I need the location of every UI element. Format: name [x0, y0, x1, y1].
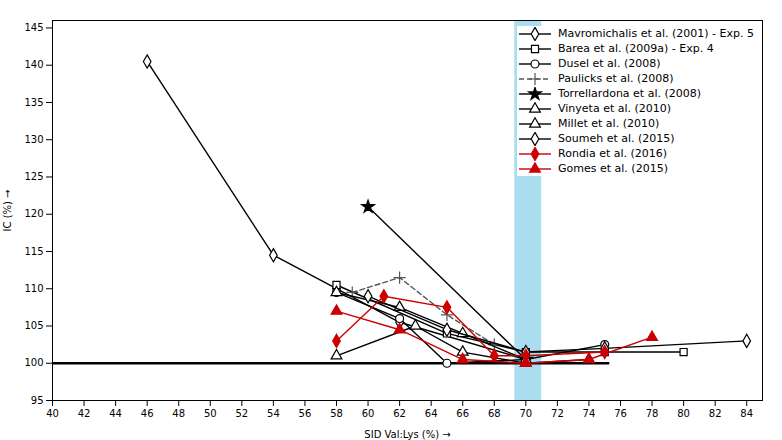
- svg-text:44: 44: [109, 408, 122, 419]
- svg-text:42: 42: [78, 408, 91, 419]
- svg-text:100: 100: [24, 357, 43, 368]
- svg-text:145: 145: [24, 22, 43, 33]
- svg-text:52: 52: [235, 408, 248, 419]
- html-text:Paulicks et al. (2008): Paulicks et al. (2008): [558, 72, 674, 85]
- svg-text:95: 95: [31, 395, 44, 406]
- svg-text:46: 46: [141, 408, 154, 419]
- html-text:Torrellardona et al. (2008): Torrellardona et al. (2008): [558, 87, 701, 100]
- svg-text:115: 115: [24, 246, 43, 257]
- svg-text:SID Val:Lys (%) →: SID Val:Lys (%) →: [364, 429, 450, 440]
- svg-text:130: 130: [24, 134, 43, 145]
- svg-text:78: 78: [646, 408, 659, 419]
- svg-text:70: 70: [519, 408, 532, 419]
- svg-text:120: 120: [24, 208, 43, 219]
- svg-text:140: 140: [24, 59, 43, 70]
- html-text:Barea et al. (2009a) - Exp. 4: Barea et al. (2009a) - Exp. 4: [558, 42, 714, 55]
- svg-text:105: 105: [24, 320, 43, 331]
- svg-text:82: 82: [709, 408, 722, 419]
- html-text:Gomes et al. (2015): Gomes et al. (2015): [558, 162, 668, 175]
- svg-text:62: 62: [393, 408, 406, 419]
- html-text:Vinyeta et al. (2010): Vinyeta et al. (2010): [558, 102, 672, 115]
- svg-text:64: 64: [425, 408, 438, 419]
- svg-text:76: 76: [614, 408, 627, 419]
- svg-text:54: 54: [267, 408, 280, 419]
- svg-text:125: 125: [24, 171, 43, 182]
- svg-text:68: 68: [488, 408, 501, 419]
- svg-text:IC (%) →: IC (%) →: [2, 190, 13, 232]
- svg-text:48: 48: [172, 408, 185, 419]
- svg-text:135: 135: [24, 97, 43, 108]
- svg-text:40: 40: [46, 408, 59, 419]
- svg-text:84: 84: [740, 408, 753, 419]
- html-text:Soumeh et al. (2015): Soumeh et al. (2015): [558, 132, 675, 145]
- svg-text:66: 66: [456, 408, 469, 419]
- html-text:Millet et al. (2010): Millet et al. (2010): [558, 117, 660, 130]
- html-text:Mavromichalis et al. (2001) -: Mavromichalis et al. (2001) - Exp. 5: [558, 27, 754, 40]
- svg-text:74: 74: [583, 408, 596, 419]
- html-text:Dusel et al. (2008): Dusel et al. (2008): [558, 57, 661, 70]
- svg-text:60: 60: [362, 408, 375, 419]
- svg-text:72: 72: [551, 408, 564, 419]
- html-text:Rondia et al. (2016): Rondia et al. (2016): [558, 147, 668, 160]
- svg-text:58: 58: [330, 408, 343, 419]
- svg-text:110: 110: [24, 283, 43, 294]
- svg-text:80: 80: [677, 408, 690, 419]
- svg-text:56: 56: [299, 408, 312, 419]
- svg-text:50: 50: [204, 408, 217, 419]
